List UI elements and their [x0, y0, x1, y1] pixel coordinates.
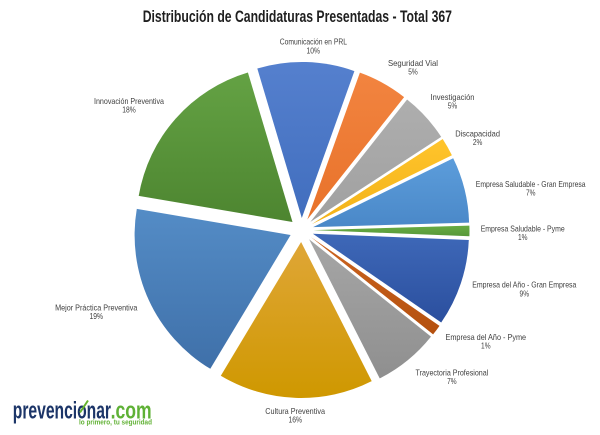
svg-text:Investigación: Investigación [431, 92, 475, 102]
svg-text:Empresa Saludable - Gran Empre: Empresa Saludable - Gran Empresa [476, 179, 586, 189]
svg-text:Discapacidad: Discapacidad [455, 128, 500, 138]
svg-text:Distribución de Candidaturas P: Distribución de Candidaturas Presentadas… [143, 7, 452, 26]
svg-text:10%: 10% [307, 45, 321, 55]
svg-text:5%: 5% [448, 101, 458, 111]
svg-text:2%: 2% [473, 137, 483, 147]
svg-text:18%: 18% [122, 104, 136, 114]
svg-text:7%: 7% [447, 376, 457, 386]
svg-text:Seguridad Vial: Seguridad Vial [388, 58, 438, 68]
svg-text:.com: .com [111, 397, 152, 424]
svg-text:Trayectoria Profesional: Trayectoria Profesional [416, 367, 489, 377]
svg-text:Mejor Práctica Preventiva: Mejor Práctica Preventiva [55, 303, 138, 313]
svg-text:1%: 1% [518, 232, 528, 242]
svg-text:1%: 1% [481, 340, 491, 350]
svg-text:19%: 19% [89, 311, 103, 321]
svg-text:Empresa Saludable - Pyme: Empresa Saludable - Pyme [481, 223, 565, 233]
svg-text:Comunicación en PRL: Comunicación en PRL [280, 37, 348, 47]
svg-text:7%: 7% [526, 187, 536, 197]
svg-text:Empresa del Año - Pyme: Empresa del Año - Pyme [446, 332, 527, 342]
svg-text:9%: 9% [520, 288, 530, 298]
svg-text:Cultura Preventiva: Cultura Preventiva [265, 406, 325, 416]
svg-text:5%: 5% [408, 67, 418, 77]
svg-text:Innovación Preventiva: Innovación Preventiva [94, 96, 164, 106]
svg-text:16%: 16% [288, 414, 302, 424]
svg-text:prevencionar: prevencionar [13, 397, 112, 424]
svg-text:lo primero, tu seguridad: lo primero, tu seguridad [79, 419, 152, 426]
svg-text:Empresa del Año - Gran Empresa: Empresa del Año - Gran Empresa [472, 280, 576, 290]
